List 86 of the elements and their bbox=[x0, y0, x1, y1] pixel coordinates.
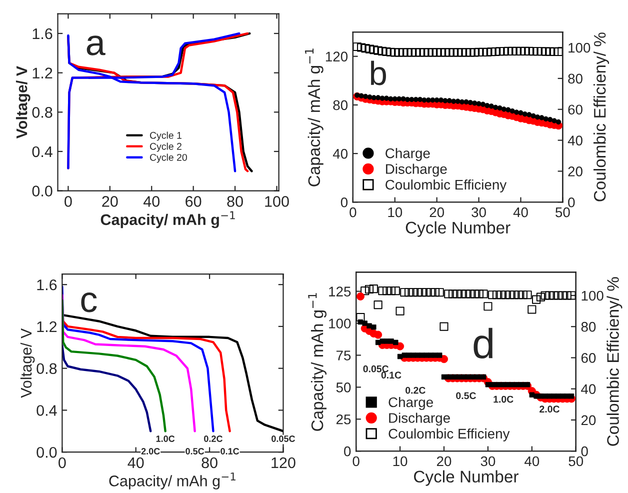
x-tick-label: 40 bbox=[128, 457, 144, 468]
y2-tick-label: 100 bbox=[582, 290, 604, 301]
series-label: 1.0C bbox=[156, 436, 175, 442]
annotation: 0.1C bbox=[381, 372, 402, 379]
y-axis-title: Voltage/ V bbox=[20, 328, 35, 398]
y-tick-label: 1.6 bbox=[37, 279, 57, 290]
y-tick-label: 0.4 bbox=[32, 146, 52, 158]
legend-label: Cycle 1 bbox=[150, 132, 182, 141]
x-tick-label: 80 bbox=[202, 457, 218, 468]
annotation: 2.0C bbox=[540, 406, 560, 413]
y-tick-label: 0 bbox=[344, 446, 351, 456]
text: 0.1C bbox=[220, 448, 240, 454]
y-tick-label: 75 bbox=[336, 350, 351, 360]
x-tick-label: 60 bbox=[186, 196, 202, 207]
y-tick-label: 100 bbox=[329, 318, 351, 328]
x-axis-title: Cycle Number bbox=[406, 221, 510, 237]
y-tick-label: 0.0 bbox=[32, 186, 52, 196]
x-tick-label: 50 bbox=[568, 456, 584, 466]
legend-label: Charge bbox=[386, 148, 430, 161]
x-tick-label: 50 bbox=[556, 207, 570, 218]
y-tick-label: 0.8 bbox=[32, 107, 52, 118]
annotation: 0.05C bbox=[363, 365, 389, 372]
y2-tick-label: 0 bbox=[581, 446, 588, 456]
y-tick-label: 0.8 bbox=[36, 363, 57, 374]
x-tick-label: 40 bbox=[524, 456, 540, 466]
x-axis-title: Capacity/ mAh g$^{−1}$ bbox=[100, 211, 235, 228]
x-axis-title: Cycle Number bbox=[414, 470, 518, 486]
x-tick-label: 30 bbox=[480, 456, 496, 466]
y-tick-label: 80 bbox=[333, 100, 348, 110]
y2-axis-title: Coulombic Efficieny/ % bbox=[593, 32, 610, 202]
y-tick-label: 0.0 bbox=[36, 446, 57, 458]
series-label: 0.05C bbox=[272, 436, 296, 442]
x-axis-title: Capacity/ mAh g$^{−1}$ bbox=[109, 472, 236, 490]
x-tick-label: 20 bbox=[436, 456, 452, 466]
x-tick-label: 40 bbox=[143, 196, 160, 207]
x-tick-label: 120 bbox=[272, 457, 296, 468]
legend-label: Cycle 2 bbox=[150, 142, 182, 152]
annotation: b bbox=[370, 60, 386, 86]
y2-tick-label: 60 bbox=[581, 353, 596, 363]
x-tick-label: 0 bbox=[58, 457, 66, 468]
x-tick-label: 20 bbox=[102, 196, 118, 207]
annotation: 1.0C bbox=[494, 396, 514, 403]
x-tick-label: 30 bbox=[472, 207, 486, 218]
legend-label: Coulombic Efficieny bbox=[388, 428, 510, 442]
x-tick-label: 10 bbox=[393, 456, 408, 466]
text: 2.0C bbox=[141, 448, 160, 454]
y-tick-label: 120 bbox=[326, 52, 348, 62]
legend-label: Discharge bbox=[389, 412, 450, 426]
annotation: 0.5C bbox=[456, 392, 476, 400]
y-tick-label: 125 bbox=[329, 286, 351, 296]
x-tick-label: 0 bbox=[352, 456, 360, 466]
y2-axis-title: Coulombic Efficieny/ % bbox=[606, 277, 622, 446]
y-axis-title: Voltage/ V bbox=[16, 66, 30, 139]
annotation: 0.2C bbox=[406, 386, 426, 394]
y-tick-label: 40 bbox=[332, 148, 348, 159]
y-tick-label: 0.4 bbox=[36, 405, 57, 416]
legend-label: Cycle 20 bbox=[150, 154, 187, 163]
x-tick-label: 40 bbox=[513, 207, 528, 218]
annotation: c bbox=[81, 292, 97, 312]
legend-label: Coulombic Efficieny bbox=[386, 179, 507, 192]
y-tick-label: 1.6 bbox=[32, 28, 52, 40]
y2-tick-label: 40 bbox=[568, 136, 582, 146]
annotation: d bbox=[474, 328, 492, 358]
x-tick-label: 10 bbox=[388, 207, 402, 218]
y-axis-title: Capacity/ mAh g$^{−1}$ bbox=[308, 293, 326, 431]
y-tick-label: 50 bbox=[336, 382, 351, 392]
x-tick-label: 20 bbox=[430, 207, 444, 218]
x-tick-label: 80 bbox=[227, 196, 243, 207]
x-tick-label: 100 bbox=[265, 196, 289, 207]
y-tick-label: 1.2 bbox=[37, 321, 57, 332]
y2-tick-label: 80 bbox=[581, 322, 596, 332]
y2-tick-label: 80 bbox=[568, 74, 582, 84]
x-tick-label: 0 bbox=[64, 196, 72, 207]
y2-tick-label: 100 bbox=[568, 42, 590, 53]
y2-tick-label: 20 bbox=[568, 166, 582, 176]
y2-tick-label: 20 bbox=[581, 415, 596, 426]
y-tick-label: 25 bbox=[336, 414, 351, 424]
y-axis-title: Capacity/ mAh g$^{−1}$ bbox=[305, 48, 324, 186]
legend-label: Discharge bbox=[386, 164, 447, 177]
text: 0.5C bbox=[186, 448, 204, 454]
annotation: a bbox=[86, 36, 106, 56]
y2-tick-label: 60 bbox=[568, 104, 582, 115]
legend-label: Charge bbox=[388, 396, 433, 410]
y-tick-label: 1.2 bbox=[32, 68, 52, 78]
series-label: 0.2C bbox=[204, 436, 223, 442]
y2-tick-label: 40 bbox=[581, 384, 596, 394]
